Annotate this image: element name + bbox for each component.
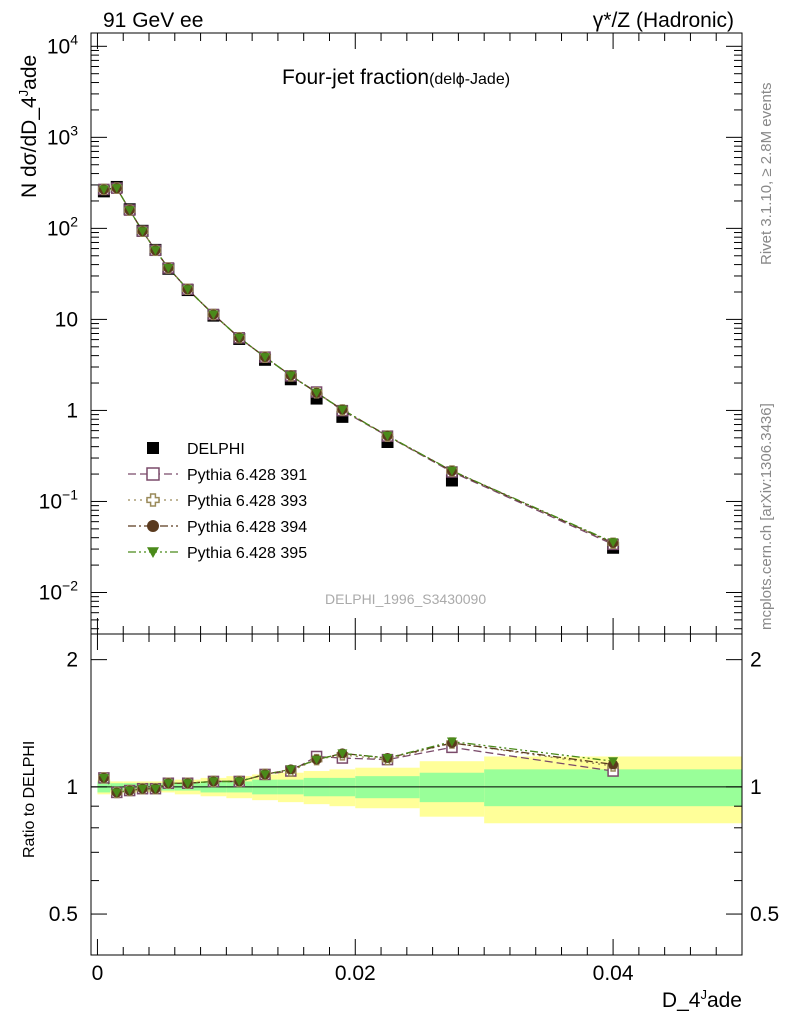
series-4-ratio-point [163,779,174,789]
y-tick-label: 10−2 [39,577,79,604]
series-4-ratio-point [311,755,322,765]
series-4-line [103,187,614,543]
series-4-ratio-point [182,779,193,789]
header-right-process-type: (Hadronic) [630,9,734,32]
main-frame [90,32,743,635]
axis-labels: 0 0.02 0.04 10−2 10−1 1 10 102 103 104 0.5 0.5 1 1 2 2 [39,31,780,985]
series-4-point [208,310,219,320]
series-1-line [103,187,614,545]
band-inner [419,772,485,803]
series-4-point [163,263,174,273]
series-4-legend-marker [147,547,159,558]
series-4-point [182,285,193,295]
y-tick-label: 10−1 [39,486,79,513]
axis-ticks [91,33,743,955]
series-4-ratio-point [234,777,245,787]
x-axis-label-tail: ade [706,989,742,1012]
series-4-point [337,405,348,415]
series-0-legend-label: DELPHI [187,441,245,458]
series-4-ratio-line [103,740,614,794]
series-4-ratio-point [137,784,148,794]
analysis-id-label: DELPHI_1996_S3430090 [325,591,487,607]
x-axis-label-sup: J [700,987,707,1002]
series-2-line [103,187,614,544]
header-left-label: 91 GeV ee [103,9,204,32]
series-3-line [103,187,614,544]
y-axis-label: N dσ/dD_4Jade [16,55,42,198]
series-4-point [111,184,122,194]
series-lines [103,187,614,794]
x-axis-label: D_4Jade [662,987,742,1013]
series-4-ratio-point [260,770,271,780]
y-tick-label: 104 [47,31,78,58]
series-4-point [285,371,296,381]
series-1-legend-marker [146,467,160,481]
series-4-point [260,353,271,363]
chart-subtitle: (delϕ-Jade) [429,71,511,88]
series-4-point [608,538,619,548]
series-4-ratio-point [98,773,109,783]
series-4-point [98,185,109,195]
x-axis-label-main: D_4 [661,989,701,1012]
rivet-version-label: Rivet 3.1.10, ≥ 2.8M events [758,82,775,266]
series-4-point [446,466,457,476]
series-4-ratio-point [111,788,122,798]
series-4-ratio-point [608,757,619,767]
series-4-ratio-point [124,786,135,796]
chart-title-main: Four-jet fraction [282,66,430,89]
series-2-legend-label: Pythia 6.428 393 [187,493,307,510]
ratio-axis-label: Ratio to DELPHI [21,740,38,858]
ratio-tick-label-left: 1 [66,776,78,799]
y-axis-label-main: N dσ/dD_4 [18,96,41,198]
series-3-legend-marker [147,520,159,532]
series-0-legend-marker [147,442,159,454]
x-tick-label: 0 [92,962,104,985]
ratio-frame [90,633,743,956]
mcplots-source-label: mcplots.cern.ch [arXiv:1306.3436] [758,403,775,630]
series-4-point [124,206,135,216]
chart-title: Four-jet fraction(delϕ-Jade) [282,66,510,90]
y-axis-label-tail: ade [18,54,41,90]
y-tick-label: 103 [47,122,78,149]
y-tick-label: 1 [66,399,78,422]
ratio-tick-label-right: 2 [750,649,762,672]
series-4-ratio-point [150,784,161,794]
x-tick-label: 0.02 [335,962,376,985]
series-4-ratio-point [382,754,393,764]
y-tick-label: 102 [47,213,78,240]
series-4-ratio-point [446,737,457,747]
series-4-ratio-point [285,765,296,775]
header-right-label: γ*/Z (Hadronic) [593,9,734,33]
uncertainty-bands [97,756,742,824]
series-4-point [311,388,322,398]
ratio-tick-label-left: 2 [66,649,78,672]
series-4-legend-label: Pythia 6.428 395 [187,545,307,562]
ratio-tick-label-right: 0.5 [750,903,779,926]
x-tick-label: 0.04 [593,962,634,985]
y-axis-label-sup: J [16,89,31,97]
header-right-process: γ*/Z [592,9,631,32]
series-4-point [137,227,148,237]
series-1-legend-label: Pythia 6.428 391 [187,467,307,484]
series-4-point [382,431,393,441]
series-3-legend-label: Pythia 6.428 394 [187,519,307,536]
series-2-legend-marker [146,493,160,507]
series-4-ratio-point [337,749,348,759]
y-tick-label: 10 [55,308,78,331]
legend: DELPHI Pythia 6.428 391 Pythia 6.428 393 Py… [128,441,307,562]
series-markers [97,180,620,799]
ratio-tick-label-right: 1 [750,776,762,799]
series-4-ratio-point [208,777,219,787]
ratio-tick-label-left: 0.5 [49,903,78,926]
series-4-point [234,333,245,343]
series-4-point [150,246,161,256]
